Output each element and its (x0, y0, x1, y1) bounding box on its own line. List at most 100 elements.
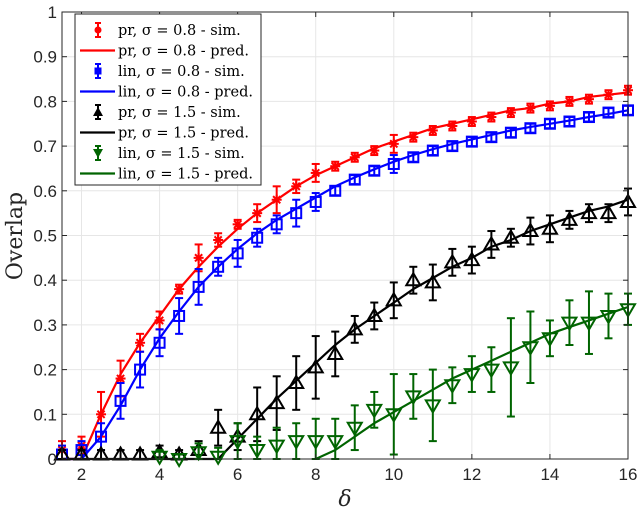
marker-asterisk (96, 409, 107, 420)
marker-asterisk (232, 219, 243, 230)
marker-triangle-up (521, 222, 540, 238)
marker-asterisk (252, 208, 263, 219)
marker-triangle-up (287, 374, 305, 390)
marker-square (134, 363, 147, 376)
marker-triangle-up (463, 251, 481, 267)
marker-asterisk (447, 120, 458, 131)
marker-triangle-up (560, 210, 579, 226)
x-tick-label: 4 (155, 465, 164, 484)
marker-asterisk (525, 103, 536, 114)
marker-asterisk (135, 337, 146, 348)
marker-square (329, 184, 342, 197)
legend-label: lin, σ = 1.5 - pred. (118, 167, 253, 183)
marker-triangle-down (209, 450, 227, 466)
marker-triangle-up (424, 273, 442, 289)
y-tick-label: 0.8 (33, 92, 57, 111)
marker-triangle-down (150, 450, 169, 466)
marker-square (387, 157, 400, 170)
marker-square (426, 144, 439, 157)
y-tick-label: 0.2 (33, 361, 57, 380)
marker-triangle-up (365, 306, 384, 322)
marker-triangle-up (209, 418, 227, 434)
marker-triangle-down (228, 435, 247, 451)
simulation-series (56, 104, 634, 461)
y-tick-label: 0.3 (33, 316, 57, 335)
x-axis-label: δ (338, 487, 351, 512)
y-tick-label: 1 (48, 3, 57, 22)
marker-triangle-down (424, 399, 442, 415)
legend-item: pr, σ = 1.5 - sim. (93, 104, 241, 121)
marker-asterisk (603, 89, 614, 100)
legend-item: pr, σ = 1.5 - pred. (80, 126, 249, 142)
marker-triangle-up (580, 204, 598, 220)
marker-triangle-down (560, 316, 579, 332)
marker-triangle-up (306, 358, 325, 374)
y-tick-label: 0.1 (33, 405, 57, 424)
marker-asterisk (564, 96, 575, 107)
marker-asterisk (388, 138, 399, 149)
marker-triangle-up (267, 394, 286, 410)
marker-triangle-down (346, 421, 364, 437)
marker-square (524, 122, 537, 135)
marker-triangle-down (365, 403, 384, 419)
marker-triangle-down (267, 439, 286, 455)
marker-triangle-down (306, 435, 325, 451)
legend-label: lin, σ = 1.5 - sim. (118, 146, 245, 162)
axis-ticks: 2 4 6 8 10 12 14 16 0 0.1 0.2 0.3 0.4 0.5 0.6 0.7 0.8 0.9… (33, 3, 637, 484)
marker-triangle-up (131, 445, 149, 461)
y-axis-label: Overlap (3, 192, 28, 280)
legend: pr, σ = 0.8 - sim. pr, σ = 0.8 - pred. lin… (74, 13, 262, 186)
marker-triangle-down (482, 363, 501, 379)
marker-square (290, 207, 303, 220)
legend-label: pr, σ = 1.5 - sim. (118, 105, 241, 121)
marker-square (602, 106, 615, 119)
marker-triangle-up (326, 344, 344, 360)
legend-item: pr, σ = 0.8 - pred. (80, 44, 249, 60)
marker-square (309, 195, 322, 208)
marker-square (504, 126, 517, 139)
x-tick-label: 2 (77, 465, 86, 484)
marker-triangle-up (72, 445, 91, 461)
marker-triangle-up (443, 253, 462, 269)
marker-triangle-down (326, 435, 344, 451)
marker-triangle-down (541, 332, 559, 348)
marker-square (485, 131, 498, 144)
marker-asterisk (174, 284, 185, 295)
legend-label: pr, σ = 1.5 - pred. (118, 126, 249, 142)
marker-square (95, 430, 108, 443)
marker-triangle-down (580, 316, 598, 332)
y-tick-label: 0.7 (33, 137, 57, 156)
marker-triangle-up (248, 405, 266, 421)
marker-asterisk (427, 125, 438, 136)
legend-item: pr, σ = 0.8 - sim. (94, 22, 241, 39)
legend-label: lin, σ = 0.8 - pred. (118, 85, 253, 101)
legend-item: lin, σ = 0.8 - sim. (94, 63, 245, 80)
marker-square (231, 247, 244, 260)
legend-item: lin, σ = 1.5 - pred. (80, 167, 253, 183)
prediction-line (62, 198, 629, 461)
marker-asterisk (213, 234, 224, 245)
marker-triangle-down (248, 444, 266, 460)
marker-asterisk (193, 252, 204, 263)
marker-triangle-down (287, 435, 305, 451)
marker-asterisk (466, 116, 477, 127)
x-tick-label: 6 (233, 465, 242, 484)
marker-asterisk (271, 194, 282, 205)
marker-triangle-up (599, 204, 618, 220)
marker-triangle-up (111, 445, 130, 461)
marker-asterisk (505, 107, 516, 118)
marker-triangle-down (521, 341, 540, 357)
marker-square (582, 111, 595, 124)
x-tick-label: 14 (540, 465, 559, 484)
x-tick-label: 12 (462, 465, 481, 484)
marker-square (543, 117, 556, 130)
x-tick-label: 16 (619, 465, 638, 484)
marker-triangle-up (385, 291, 403, 307)
legend-label: pr, σ = 0.8 - pred. (118, 44, 249, 60)
marker-square (407, 151, 420, 164)
legend-box (74, 13, 262, 186)
marker-triangle-up (346, 320, 364, 336)
y-tick-label: 0.6 (33, 182, 57, 201)
legend-item: lin, σ = 1.5 - sim. (93, 145, 245, 162)
marker-triangle-down (443, 379, 462, 395)
